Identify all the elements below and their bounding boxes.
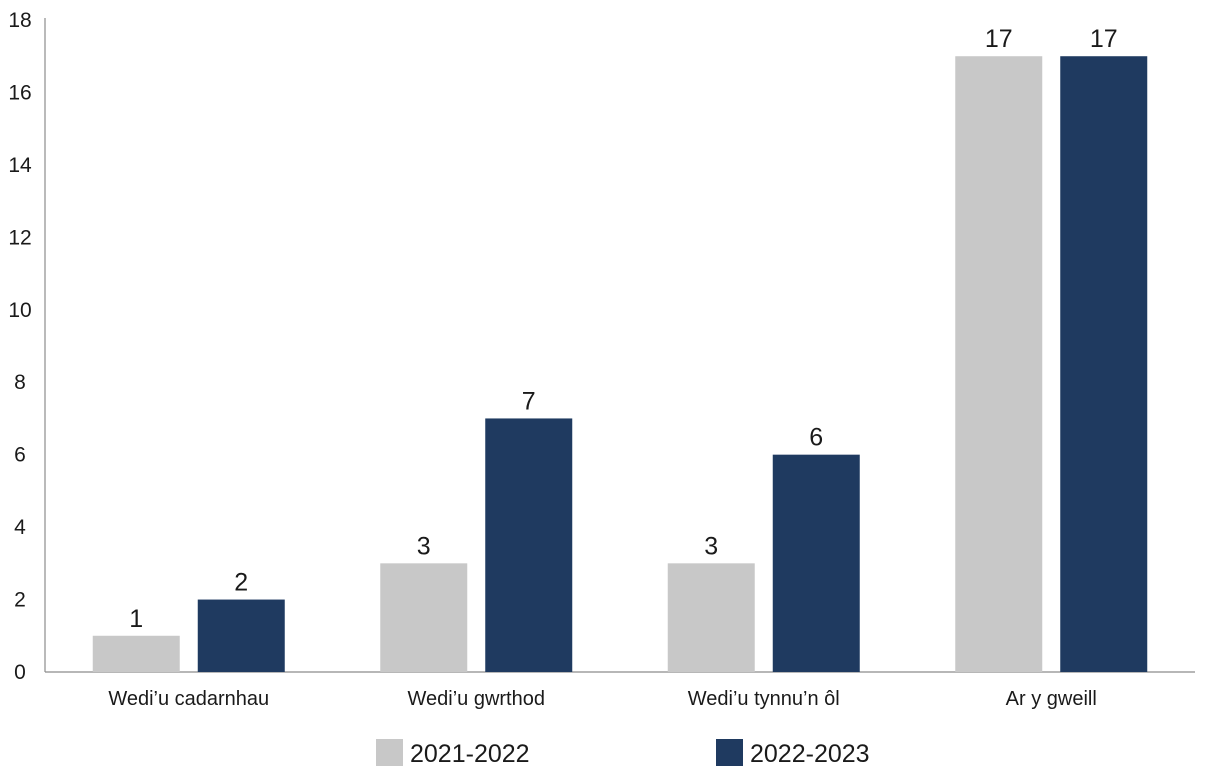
bar-2022-2023 [772, 454, 860, 672]
y-tick-label: 12 [8, 226, 31, 249]
y-tick-label: 0 [14, 661, 26, 684]
y-tick-label: 4 [14, 516, 26, 539]
y-tick-label: 16 [8, 81, 31, 104]
bars-group [92, 56, 1148, 672]
x-category-label: Ar y gweill [1006, 688, 1097, 710]
y-tick-label: 10 [8, 299, 31, 322]
bar-value-label: 2 [234, 569, 248, 597]
bar-value-label: 3 [704, 532, 718, 560]
y-tick-label: 6 [14, 444, 26, 467]
bar-2021-2022 [955, 56, 1043, 672]
bar-value-label: 3 [417, 532, 431, 560]
x-category-label: Wedi’u gwrthod [408, 688, 545, 710]
bar-value-label: 7 [522, 387, 536, 415]
bar-value-label: 1 [129, 605, 143, 633]
bar-2021-2022 [667, 563, 755, 672]
legend-label: 2022-2023 [750, 740, 870, 768]
bar-2022-2023 [1060, 56, 1148, 672]
legend-swatch [376, 739, 403, 766]
y-tick-label: 2 [14, 589, 26, 612]
bar-2021-2022 [92, 635, 180, 672]
y-tick-label: 8 [14, 371, 26, 394]
category-labels-group: Wedi’u cadarnhau Wedi’u gwrthod Wedi’u tyn… [108, 688, 1097, 710]
bar-2022-2023 [197, 599, 285, 672]
legend-label: 2021-2022 [410, 740, 530, 768]
value-labels-group: 1 2 3 7 3 6 17 17 [129, 25, 1117, 633]
y-tick-label: 14 [8, 154, 32, 177]
x-category-label: Wedi’u cadarnhau [108, 688, 269, 710]
x-category-label: Wedi’u tynnu’n ôl [688, 688, 840, 710]
bar-2021-2022 [380, 563, 468, 672]
bar-value-label: 17 [985, 25, 1013, 53]
bar-2022-2023 [485, 418, 573, 672]
legend: 2021-2022 2022-2023 [376, 739, 870, 768]
legend-swatch [716, 739, 743, 766]
bar-value-label: 6 [809, 424, 823, 452]
y-axis-ticks: 0 2 4 6 8 10 12 14 16 18 [8, 9, 32, 684]
bar-value-label: 17 [1090, 25, 1118, 53]
y-tick-label: 18 [8, 9, 31, 32]
